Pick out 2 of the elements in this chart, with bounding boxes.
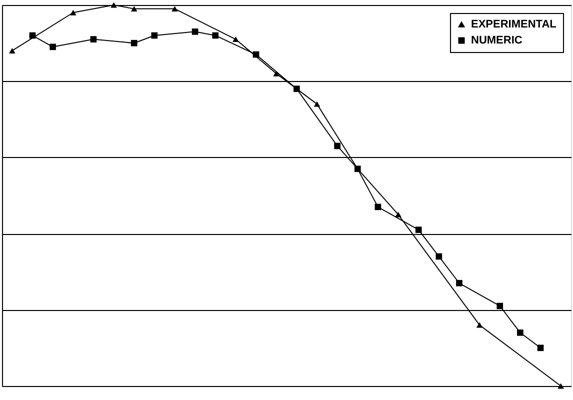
legend-label: EXPERIMENTAL <box>471 18 557 30</box>
legend-label: NUMERIC <box>471 34 522 46</box>
